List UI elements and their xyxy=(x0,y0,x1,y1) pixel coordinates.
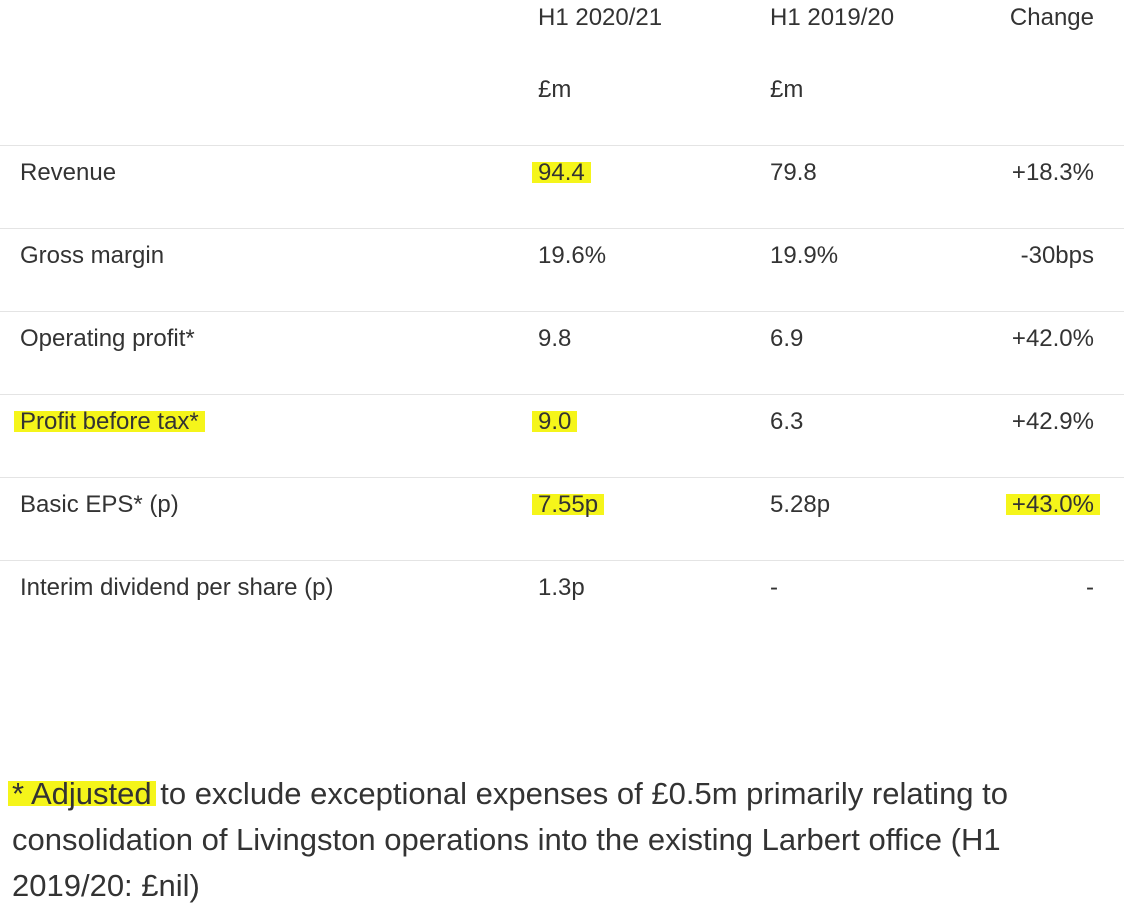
row-previous-value: 6.9 xyxy=(770,325,804,352)
row-label: Operating profit* xyxy=(20,325,195,352)
table-row-profit-before-tax: Profit before tax* 9.0 6.3 +42.9% xyxy=(0,395,1124,478)
row-current-value: 1.3p xyxy=(538,574,585,601)
row-current-value: 9.8 xyxy=(538,325,572,352)
header-change: Change xyxy=(1009,4,1094,31)
table-row-basic-eps: Basic EPS* (p) 7.55p 5.28p +43.0% xyxy=(0,478,1124,561)
highlighted-value: 9.0 xyxy=(532,408,578,435)
row-change-value: +42.9% xyxy=(1011,408,1094,435)
row-change-value: - xyxy=(1086,574,1094,601)
header-previous-unit: £m xyxy=(770,76,804,103)
row-current-value: 9.0 xyxy=(532,407,578,437)
row-change-value: +43.0% xyxy=(1005,490,1100,520)
highlighted-value: 7.55p xyxy=(532,491,605,518)
row-change-value: -30bps xyxy=(1020,242,1094,269)
row-label: Gross margin xyxy=(20,242,165,269)
row-label: Interim dividend per share (p) xyxy=(20,574,334,601)
row-current-value: 7.55p xyxy=(532,490,605,520)
footnote-text: to exclude exceptional expenses of £0.5m… xyxy=(12,776,1009,903)
row-label: Revenue xyxy=(20,159,117,186)
table-row-interim-dividend: Interim dividend per share (p) 1.3p - - xyxy=(0,561,1124,643)
row-change-value: +18.3% xyxy=(1011,159,1094,186)
row-previous-value: 79.8 xyxy=(770,159,817,186)
row-previous-value: 19.9% xyxy=(770,242,839,269)
table-row-revenue: Revenue 94.4 79.8 +18.3% xyxy=(0,146,1124,229)
row-previous-value: 5.28p xyxy=(770,491,831,518)
row-current-value: 19.6% xyxy=(538,242,607,269)
row-previous-value: 6.3 xyxy=(770,408,804,435)
highlighted-label: Profit before tax* xyxy=(14,408,205,435)
row-previous-value: - xyxy=(770,574,778,601)
row-label: Basic EPS* (p) xyxy=(20,491,179,518)
table-row-gross-margin: Gross margin 19.6% 19.9% -30bps xyxy=(0,229,1124,312)
header-previous-period: H1 2019/20 xyxy=(770,4,895,31)
results-table: H1 2020/21 H1 2019/20 Change £m £m Reven… xyxy=(0,0,1124,643)
highlighted-value: 94.4 xyxy=(532,159,591,186)
row-change-value: +42.0% xyxy=(1011,325,1094,352)
highlighted-change: +43.0% xyxy=(1005,491,1100,518)
header-current-period: H1 2020/21 xyxy=(538,4,663,31)
header-current-unit: £m xyxy=(538,76,572,103)
footnote: * Adjusted to exclude exceptional expens… xyxy=(8,771,1102,909)
table-header: H1 2020/21 H1 2019/20 Change £m £m xyxy=(0,0,1124,146)
row-label: Profit before tax* xyxy=(14,407,205,437)
table-row-operating-profit: Operating profit* 9.8 6.9 +42.0% xyxy=(0,312,1124,395)
row-current-value: 94.4 xyxy=(532,158,591,188)
footnote-highlight: * Adjusted xyxy=(8,776,156,811)
